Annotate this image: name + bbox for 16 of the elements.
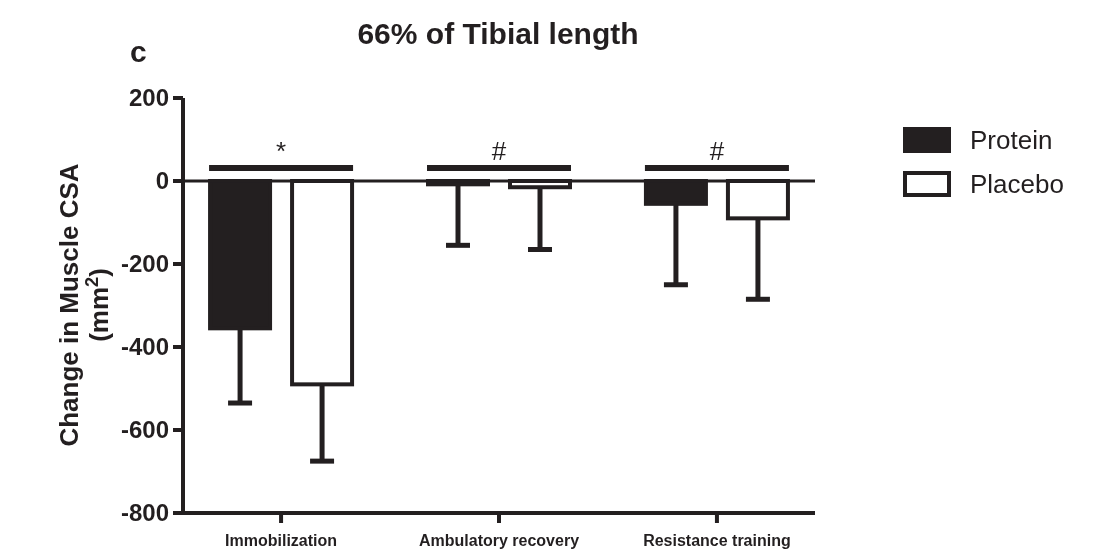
annotation: # bbox=[709, 136, 725, 166]
y-tick-label: -600 bbox=[120, 416, 169, 444]
y-tick-label: -800 bbox=[120, 499, 169, 527]
y-tick-label: -400 bbox=[120, 333, 169, 361]
annotation: * bbox=[276, 136, 287, 166]
text: c bbox=[130, 35, 147, 68]
annotation: # bbox=[491, 136, 507, 166]
x-tick-label: Ambulatory recovery bbox=[418, 532, 580, 549]
y-tick-label: 200 bbox=[128, 84, 169, 112]
legend-label: Placebo bbox=[970, 169, 1064, 200]
y-tick-label: -200 bbox=[120, 250, 169, 278]
chart-title: 66% of Tibial length bbox=[357, 17, 639, 50]
x-tick-label: Immobilization bbox=[225, 532, 338, 549]
x-tick-label: Resistance training bbox=[643, 532, 791, 549]
y-tick-label: 0 bbox=[155, 167, 169, 195]
legend-label: Protein bbox=[970, 125, 1053, 156]
